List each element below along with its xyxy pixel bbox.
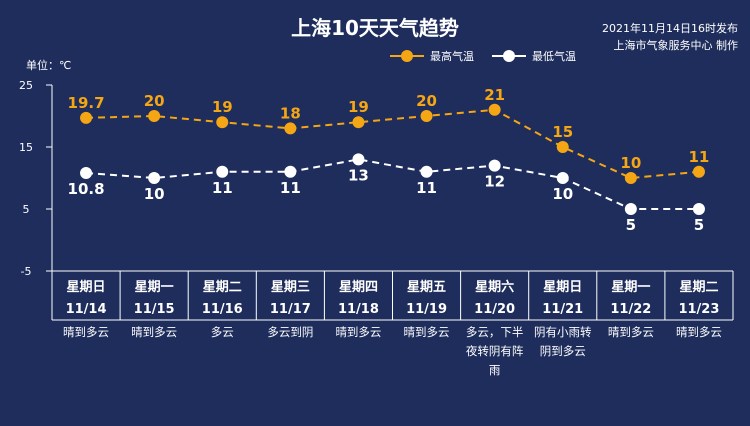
day-weekday: 星期一 [611, 280, 650, 295]
data-label-low: 10 [144, 185, 165, 203]
data-point-low [148, 172, 161, 184]
data-label-low: 5 [626, 216, 636, 234]
day-weather: 多云，下半 [466, 325, 524, 339]
day-weather: 阴有小雨转 [534, 325, 592, 339]
data-point-high [284, 122, 297, 135]
legend-low-marker [492, 49, 526, 63]
day-date: 11/17 [270, 302, 311, 317]
data-label-high: 19.7 [68, 94, 105, 112]
legend: 最高气温 最低气温 [390, 46, 594, 66]
data-point-low [556, 172, 569, 184]
data-point-high [624, 172, 637, 184]
day-weekday: 星期二 [679, 280, 718, 295]
day-weekday: 星期二 [203, 280, 242, 295]
day-weather: 阴到多云 [540, 344, 586, 358]
data-label-high: 11 [689, 148, 710, 166]
data-label-high: 20 [144, 92, 165, 110]
data-label-low: 5 [694, 216, 704, 234]
day-weather: 晴到多云 [63, 325, 109, 339]
day-weather: 多云 [211, 325, 234, 339]
day-weekday: 星期六 [475, 279, 514, 295]
day-date: 11/19 [406, 302, 447, 317]
legend-item-high[interactable]: 最高气温 [390, 48, 474, 64]
legend-high-marker [390, 49, 424, 63]
data-point-high [488, 103, 501, 116]
data-label-low: 11 [280, 179, 301, 197]
data-label-high: 15 [552, 123, 573, 141]
data-point-low [352, 153, 365, 166]
day-date: 11/22 [610, 302, 651, 317]
publish-info: 2021年11月14日16时发布 上海市气象服务中心 制作 [538, 20, 738, 54]
chart-title: 上海10天天气趋势 [291, 16, 459, 40]
data-label-high: 19 [348, 98, 369, 116]
data-label-low: 11 [416, 179, 437, 197]
data-point-high [216, 116, 229, 129]
data-label-high: 21 [484, 86, 505, 104]
day-date: 11/16 [202, 302, 243, 317]
data-point-high [420, 110, 433, 122]
day-weather: 晴到多云 [404, 325, 450, 339]
data-point-low [216, 165, 229, 178]
data-point-low [420, 165, 433, 178]
data-point-low [488, 159, 501, 172]
data-point-high [692, 165, 705, 178]
day-weather: 晴到多云 [608, 325, 654, 339]
day-date: 11/23 [678, 302, 719, 317]
day-weekday: 星期五 [407, 280, 446, 295]
y-tick-label: 5 [23, 203, 30, 216]
data-label-high: 20 [416, 92, 437, 110]
day-weather: 晴到多云 [676, 325, 722, 339]
y-tick-label: -5 [21, 265, 32, 278]
day-date: 11/21 [542, 302, 583, 317]
y-tick-label: 15 [19, 141, 33, 154]
y-tick-label: 25 [19, 79, 33, 92]
legend-item-low[interactable]: 最低气温 [492, 48, 576, 64]
series-line-low [85, 158, 699, 210]
day-weather: 晴到多云 [131, 325, 177, 339]
data-point-high [80, 111, 93, 124]
legend-high-label: 最高气温 [430, 50, 474, 63]
data-point-low [284, 165, 297, 178]
publisher: 上海市气象服务中心 制作 [613, 39, 739, 52]
data-label-high: 19 [212, 98, 233, 116]
day-weather: 雨 [489, 363, 501, 377]
data-point-high [148, 110, 161, 122]
day-weather: 夜转阴有阵 [466, 344, 524, 358]
data-point-high [556, 141, 569, 153]
day-date: 11/20 [474, 302, 515, 317]
day-weekday: 星期日 [67, 280, 106, 295]
data-label-high: 10 [620, 154, 641, 172]
data-label-low: 11 [212, 179, 233, 197]
day-weather: 多云到阴 [267, 325, 313, 339]
data-label-high: 18 [280, 104, 301, 122]
day-weekday: 星期三 [271, 280, 310, 295]
data-label-low: 13 [348, 166, 369, 184]
day-weather: 晴到多云 [335, 325, 381, 339]
data-point-low [692, 203, 705, 215]
day-date: 11/14 [66, 302, 107, 317]
publish-time: 2021年11月14日16时发布 [602, 22, 738, 35]
data-point-low [624, 203, 637, 215]
day-date: 11/15 [134, 302, 175, 317]
data-point-high [352, 116, 365, 129]
day-date: 11/18 [338, 302, 379, 317]
unit-label: 单位：℃ [26, 59, 72, 72]
day-weekday: 星期一 [135, 280, 174, 295]
series-line-high [86, 108, 700, 180]
day-weekday: 星期日 [543, 280, 582, 295]
data-label-low: 12 [484, 173, 505, 191]
day-weekday: 星期四 [339, 280, 378, 295]
data-label-low: 10.8 [68, 180, 105, 198]
legend-low-label: 最低气温 [532, 50, 576, 63]
data-point-low [80, 167, 93, 180]
data-label-low: 10 [552, 185, 573, 203]
